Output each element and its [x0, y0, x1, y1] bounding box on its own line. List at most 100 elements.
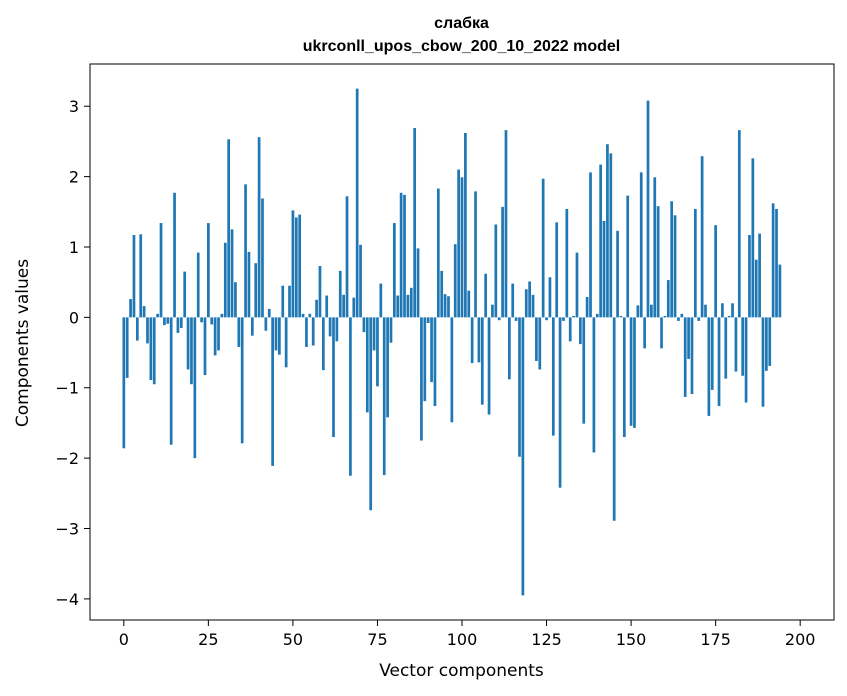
bar-144 — [609, 153, 613, 318]
bars-group — [122, 88, 782, 596]
x-axis-ticks: 0 25 50 75 100 125 150 175 200 — [119, 620, 815, 649]
bar-55 — [308, 313, 312, 318]
bar-179 — [727, 315, 731, 318]
bar-122 — [535, 317, 538, 362]
bar-158 — [656, 206, 660, 318]
bar-170 — [697, 317, 701, 321]
bar-23 — [200, 317, 203, 323]
bar-171 — [700, 156, 704, 318]
bar-94 — [440, 270, 444, 318]
bar-167 — [687, 317, 690, 359]
bar-6 — [142, 306, 146, 318]
bar-149 — [626, 195, 630, 318]
bar-40 — [257, 137, 261, 318]
bar-14 — [169, 317, 173, 445]
x-axis-label: Vector components — [379, 661, 544, 681]
bar-188 — [758, 233, 761, 318]
bar-141 — [599, 164, 603, 318]
bar-18 — [183, 271, 187, 318]
bar-33 — [234, 282, 237, 318]
bar-128 — [555, 222, 559, 318]
bar-114 — [507, 317, 511, 380]
bar-67 — [349, 317, 352, 476]
bar-120 — [528, 281, 531, 318]
bar-133 — [572, 315, 575, 318]
bar-183 — [741, 317, 745, 376]
bar-70 — [359, 244, 362, 318]
bar-66 — [345, 196, 349, 318]
bar-147 — [619, 315, 623, 318]
y-axis-label: Components values — [13, 259, 33, 427]
bar-12 — [163, 317, 166, 326]
bar-90 — [426, 317, 430, 323]
bar-180 — [731, 303, 734, 318]
bar-9 — [152, 317, 156, 385]
x-tick-label: 75 — [367, 630, 387, 649]
bar-76 — [379, 283, 383, 318]
bar-11 — [159, 223, 163, 318]
y-tick-label: −3 — [55, 520, 79, 539]
bar-108 — [487, 317, 491, 415]
bar-176 — [717, 317, 721, 407]
bar-2 — [129, 299, 132, 318]
bar-169 — [693, 208, 697, 318]
bar-190 — [765, 317, 768, 371]
bar-22 — [196, 252, 200, 318]
bar-74 — [372, 317, 376, 351]
y-tick-label: −2 — [55, 449, 79, 468]
bar-193 — [775, 208, 778, 318]
y-tick-label: 1 — [69, 238, 79, 257]
bar-50 — [291, 210, 295, 318]
bar-173 — [707, 317, 711, 416]
bar-159 — [660, 317, 663, 349]
bar-8 — [149, 317, 153, 381]
bar-136 — [582, 317, 586, 424]
bar-52 — [298, 214, 302, 318]
bar-85 — [409, 287, 413, 318]
bar-60 — [325, 295, 329, 318]
bar-93 — [436, 188, 440, 318]
bar-168 — [690, 317, 694, 395]
bar-121 — [531, 294, 535, 318]
bar-119 — [524, 289, 528, 318]
bar-134 — [575, 252, 579, 318]
bar-7 — [146, 317, 149, 344]
bar-146 — [616, 230, 619, 318]
bar-3 — [132, 235, 136, 318]
bar-42 — [264, 317, 268, 331]
bar-125 — [545, 317, 548, 321]
bar-58 — [318, 265, 322, 318]
bar-38 — [250, 317, 254, 336]
bar-143 — [606, 144, 609, 318]
bar-61 — [328, 317, 332, 337]
bar-131 — [565, 208, 569, 318]
chart-subtitle: ukrconll_upos_cbow_200_10_2022 model — [303, 38, 620, 55]
bar-103 — [470, 317, 474, 364]
bar-68 — [352, 297, 356, 318]
bar-129 — [558, 317, 562, 488]
x-tick-label: 125 — [531, 630, 562, 649]
bar-89 — [423, 317, 427, 402]
bar-39 — [254, 263, 258, 318]
bar-16 — [176, 317, 180, 333]
bar-0 — [122, 317, 126, 449]
bar-25 — [207, 223, 210, 318]
bar-109 — [491, 304, 494, 318]
bar-73 — [369, 317, 373, 511]
bar-137 — [585, 296, 589, 318]
bar-37 — [247, 251, 251, 318]
bar-192 — [771, 203, 775, 318]
bar-49 — [288, 285, 291, 318]
bar-86 — [413, 128, 417, 318]
bar-140 — [595, 313, 599, 318]
bar-174 — [710, 317, 714, 390]
bar-54 — [305, 317, 308, 347]
bar-177 — [721, 303, 724, 318]
y-tick-label: −1 — [55, 379, 79, 398]
bar-152 — [636, 305, 640, 318]
bar-194 — [778, 264, 782, 318]
bar-80 — [393, 223, 396, 318]
bar-182 — [737, 130, 741, 318]
